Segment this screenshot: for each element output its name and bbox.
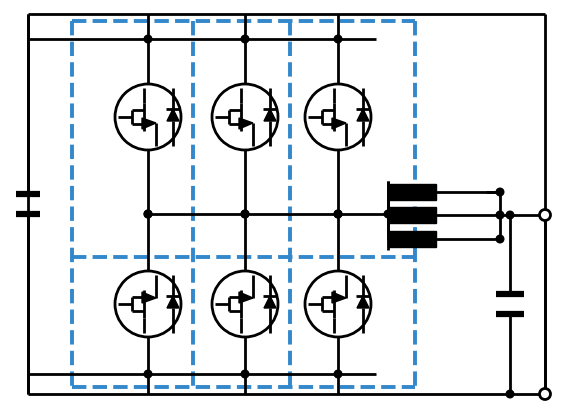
Circle shape <box>305 271 371 337</box>
Polygon shape <box>167 110 179 122</box>
Polygon shape <box>332 292 346 303</box>
Circle shape <box>144 211 152 218</box>
Circle shape <box>334 36 342 44</box>
Circle shape <box>540 210 550 221</box>
Circle shape <box>241 36 249 44</box>
Polygon shape <box>264 110 276 122</box>
Circle shape <box>212 85 278 151</box>
Circle shape <box>496 212 504 219</box>
Circle shape <box>384 211 392 218</box>
Circle shape <box>241 370 249 378</box>
Polygon shape <box>357 110 369 122</box>
Circle shape <box>541 390 549 398</box>
Circle shape <box>506 212 514 219</box>
Polygon shape <box>239 292 253 303</box>
Polygon shape <box>332 119 346 130</box>
Polygon shape <box>264 296 276 308</box>
Circle shape <box>241 211 249 218</box>
Circle shape <box>496 189 504 196</box>
Circle shape <box>115 271 181 337</box>
Polygon shape <box>167 296 179 308</box>
Polygon shape <box>142 119 156 130</box>
Circle shape <box>241 211 249 218</box>
Circle shape <box>144 211 152 218</box>
Polygon shape <box>357 296 369 308</box>
Circle shape <box>305 85 371 151</box>
Circle shape <box>334 211 342 218</box>
Circle shape <box>212 271 278 337</box>
Circle shape <box>496 236 504 243</box>
Polygon shape <box>239 119 253 130</box>
Bar <box>388 185 436 201</box>
Bar <box>388 231 436 247</box>
Polygon shape <box>142 292 156 303</box>
Circle shape <box>506 390 514 398</box>
Circle shape <box>144 370 152 378</box>
Circle shape <box>115 85 181 151</box>
Circle shape <box>334 370 342 378</box>
Bar <box>388 207 436 223</box>
Circle shape <box>334 211 342 218</box>
Circle shape <box>540 389 550 399</box>
Circle shape <box>144 36 152 44</box>
